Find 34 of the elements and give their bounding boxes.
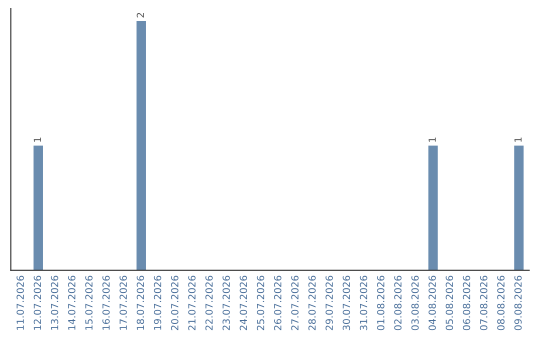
x-tick-label: 26.07.2026 <box>274 276 282 330</box>
x-tick-label: 19.07.2026 <box>154 276 162 330</box>
x-tick-label: 31.07.2026 <box>360 276 368 330</box>
x-tick-label: 27.07.2026 <box>291 276 299 330</box>
x-tick-label: 05.08.2026 <box>446 276 454 330</box>
x-tick-label: 07.08.2026 <box>480 276 488 330</box>
x-tick-label: 24.07.2026 <box>240 276 248 330</box>
x-tick-label: 01.08.2026 <box>377 276 384 330</box>
x-tick-label: 09.08.2026 <box>514 276 522 330</box>
x-tick-label: 15.07.2026 <box>85 276 93 330</box>
x-tick-label: 08.08.2026 <box>497 276 505 330</box>
x-tick-label: 28.07.2026 <box>308 276 316 330</box>
x-tick-label: 30.07.2026 <box>342 276 350 330</box>
x-tick-label: 29.07.2026 <box>326 276 333 330</box>
x-tick-label: 12.07.2026 <box>34 276 42 330</box>
x-tick-label: 17.07.2026 <box>120 276 127 330</box>
x-tick-label: 25.07.2026 <box>256 276 264 330</box>
x-tick-label: 03.08.2026 <box>411 276 419 330</box>
x-tick-label: 16.07.2026 <box>102 276 110 330</box>
data-label: 1 <box>34 138 41 142</box>
data-label: 1 <box>428 138 436 142</box>
x-tick-label: 14.07.2026 <box>68 276 76 330</box>
x-tick-label: 13.07.2026 <box>50 276 58 330</box>
x-tick-label: 18.07.2026 <box>136 276 144 330</box>
x-tick-label: 02.08.2026 <box>394 276 402 330</box>
x-tick-label: 06.08.2026 <box>462 276 470 330</box>
x-tick-label: 23.07.2026 <box>222 276 230 330</box>
x-tick-label: 22.07.2026 <box>205 276 213 330</box>
x-tick-label: 20.07.2026 <box>171 276 178 330</box>
x-tick-label: 21.07.2026 <box>188 276 196 330</box>
x-tick-label: 11.07.2026 <box>16 276 24 330</box>
x-tick-label: 04.08.2026 <box>428 276 436 330</box>
data-label: 2 <box>136 12 144 18</box>
data-label: 1 <box>514 138 522 142</box>
